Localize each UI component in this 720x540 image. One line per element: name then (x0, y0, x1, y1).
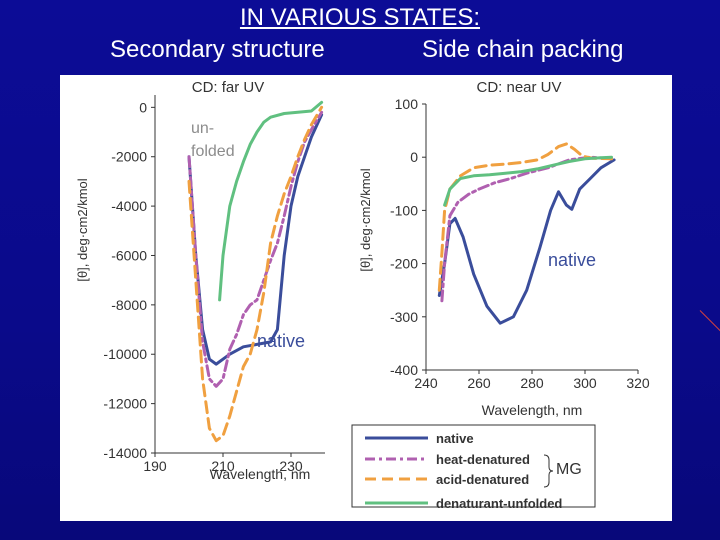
x-tick-label: 210 (211, 458, 235, 474)
series-line-denaturant-unfolded (218, 100, 324, 302)
y-tick-label: -14000 (103, 445, 147, 461)
x-tick-label: 280 (520, 375, 544, 391)
annotation-unfolded-line2: folded (191, 143, 235, 160)
far-uv-y-label: [θ], deg·cm2/kmol (75, 178, 90, 281)
series-line-native (437, 158, 616, 325)
near-uv-title: CD: near UV (476, 79, 561, 96)
legend-group-mg: MG (556, 461, 582, 478)
x-tick-label: 190 (143, 458, 167, 474)
near-uv-series (437, 142, 616, 325)
series-line-acid-denatured (187, 105, 324, 443)
series-line-heat-denatured (440, 155, 613, 303)
far-uv-series (187, 100, 324, 443)
decorative-line (699, 310, 720, 333)
near-uv-x-ticks: 240 260 280 300 320 (414, 370, 650, 391)
annotation-native-far: native (257, 331, 305, 351)
near-uv-x-label: Wavelength, nm (482, 402, 583, 418)
x-tick-label: 320 (626, 375, 650, 391)
y-tick-label: -10000 (103, 346, 147, 362)
legend-items: native heat-denatured acid-denatured denatu… (365, 431, 562, 511)
near-uv-y-label: [θ], deg·cm2/kmol (358, 168, 373, 271)
legend-brace (543, 454, 554, 488)
y-tick-label: 100 (395, 96, 419, 112)
series-line-denaturant-unfolded (443, 155, 613, 207)
y-tick-label: -200 (390, 256, 418, 272)
annotation-unfolded-line1: un- (191, 120, 214, 137)
y-tick-label: -300 (390, 309, 418, 325)
x-tick-label: 240 (414, 375, 438, 391)
far-uv-y-ticks: 0 -2000 -4000 -6000 -8000 -10000 -12000 -14000 (103, 99, 155, 461)
y-tick-label: -100 (390, 202, 418, 218)
far-uv-chart: CD: far UV 0 -2000 -4000 -6000 -8000 -10000 -1… (75, 79, 325, 482)
subtitle-side-chain-packing: Side chain packing (422, 36, 624, 63)
subtitle-secondary-structure: Secondary structure (110, 36, 325, 63)
legend: native heat-denatured acid-denatured denatu… (351, 424, 596, 511)
far-uv-x-label: Wavelength, nm (210, 466, 311, 482)
slide-title: IN VARIOUS STATES: (239, 4, 481, 31)
near-uv-chart: CD: near UV 1000-100-200-300-400 240 260 2… (358, 79, 650, 418)
far-uv-title: CD: far UV (192, 79, 265, 96)
x-tick-label: 300 (573, 375, 597, 391)
y-tick-label: -2000 (111, 149, 147, 165)
series-line-heat-denatured (187, 110, 324, 388)
annotation-native-near: native (548, 250, 596, 270)
series-line-native (187, 113, 324, 366)
y-tick-label: 0 (139, 99, 147, 115)
legend-label-denaturant-unfolded: denaturant-unfolded (436, 496, 562, 511)
figure-svg: CD: far UV 0-2000-4000-6000-8000-10000-1… (75, 79, 650, 511)
x-tick-label: 260 (467, 375, 491, 391)
y-tick-label: -400 (390, 362, 418, 378)
legend-label-heat-denatured: heat-denatured (436, 452, 530, 467)
far-uv-x-ticks: 190 210 230 (143, 453, 303, 474)
legend-label-acid-denatured: acid-denatured (436, 472, 529, 487)
near-uv-y-ticks: 100 0 -100 -200 -300 -400 (390, 96, 426, 378)
figure-panel: CD: far UV 0 -2000 -4000 -6000 -8000 -10000 -1… (60, 75, 672, 521)
y-tick-label: -12000 (103, 396, 147, 412)
x-tick-label: 230 (279, 458, 303, 474)
y-tick-label: -8000 (111, 297, 147, 313)
y-tick-label: -4000 (111, 198, 147, 214)
legend-label-native: native (436, 431, 474, 446)
y-tick-label: -6000 (111, 247, 147, 263)
y-tick-label: 0 (410, 149, 418, 165)
